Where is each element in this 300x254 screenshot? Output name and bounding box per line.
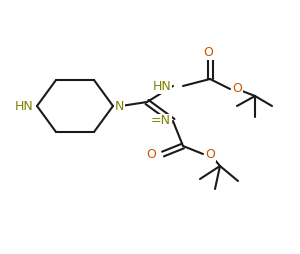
Text: O: O	[203, 45, 213, 58]
Text: N: N	[115, 100, 124, 113]
Text: =N: =N	[151, 115, 171, 128]
Text: HN: HN	[15, 100, 34, 113]
Text: O: O	[232, 83, 242, 96]
Text: O: O	[146, 148, 156, 161]
Text: HN: HN	[152, 80, 171, 92]
Text: O: O	[205, 148, 215, 161]
